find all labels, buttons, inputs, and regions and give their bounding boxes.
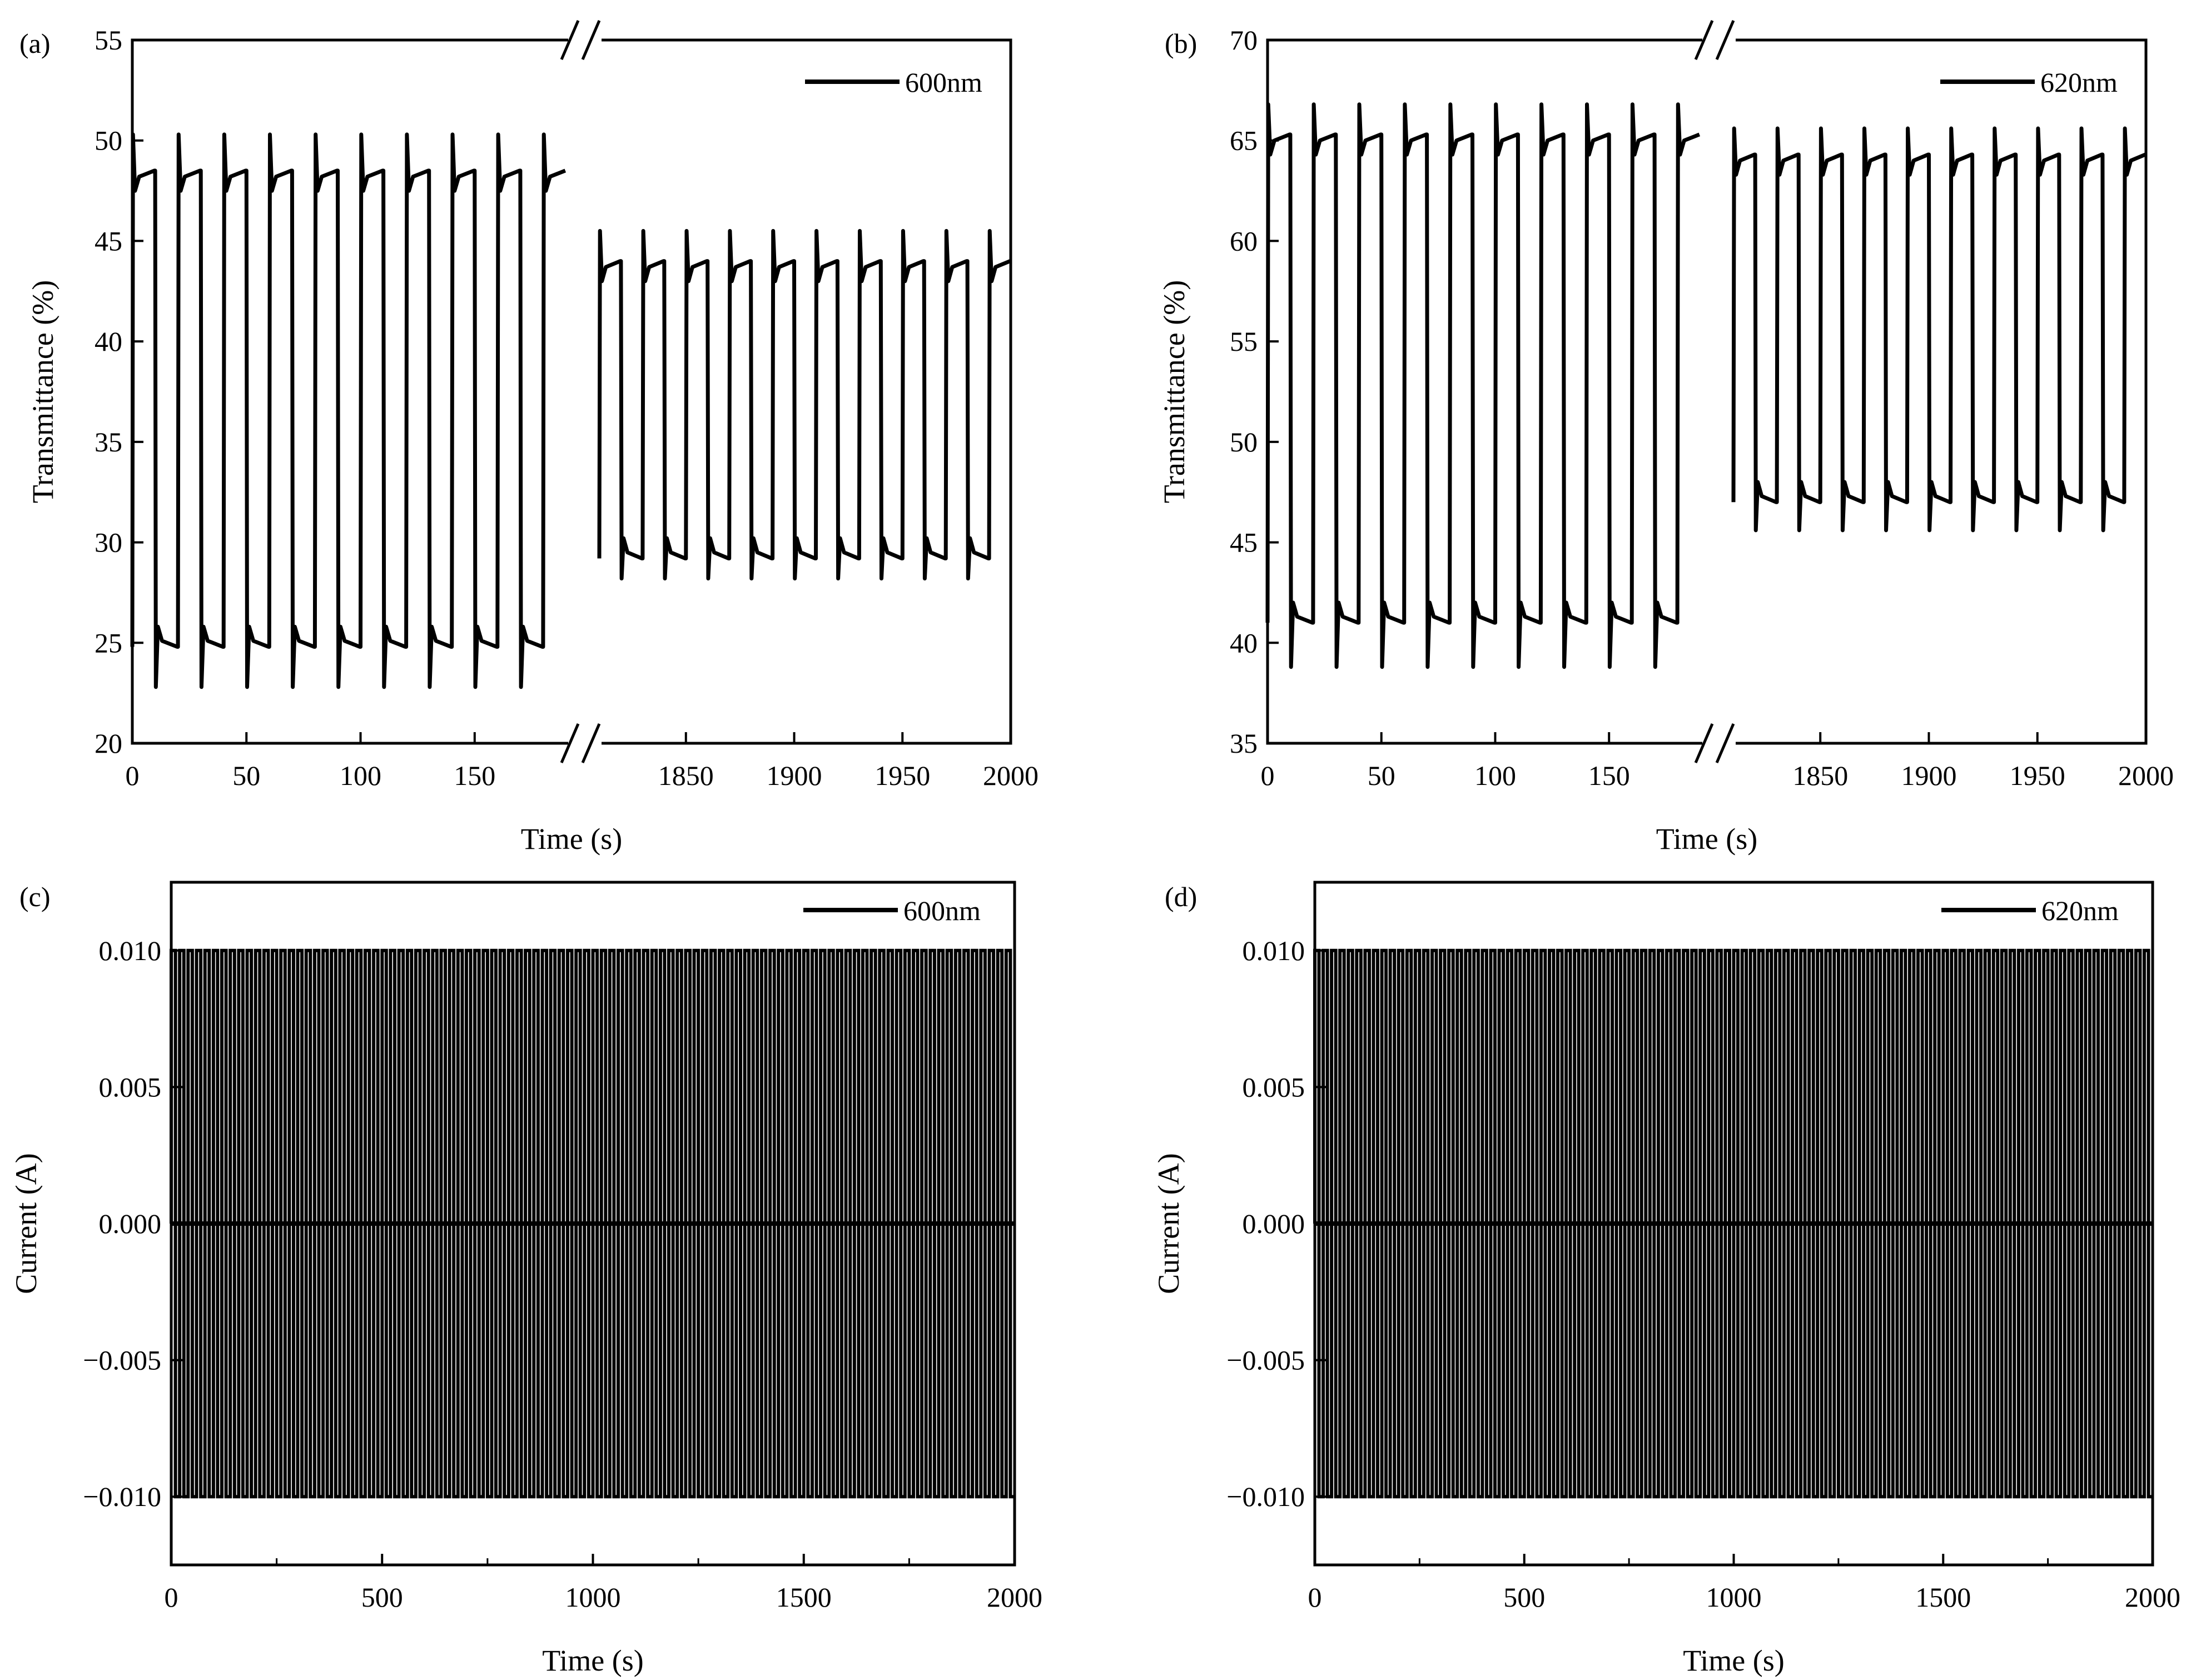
axis-break-mark [1715, 723, 1735, 763]
x-tick-label: 2000 [987, 1582, 1042, 1613]
plot-frame [131, 38, 1012, 745]
y-tick-label: 0.005 [1243, 1071, 1305, 1102]
chart-panel-c: (c) Time (s) Current (A) 0.010 0.005 0.000 −0.… [9, 881, 1042, 1677]
x-tick-label: 1500 [1915, 1582, 1971, 1613]
chart-panel-b: (b) Time (s) Transmittance (%) 35 40 45 50 55 60… [1157, 18, 2174, 856]
y-tick-label: −0.005 [1226, 1345, 1305, 1376]
panel-label: (c) [19, 881, 51, 912]
axis-break-mark [560, 723, 580, 763]
series-line-600nm-late [597, 228, 1011, 581]
x-tick-label: 150 [1588, 760, 1630, 791]
series-line-600nm [170, 948, 1015, 1499]
x-tick-label: 1950 [875, 760, 930, 791]
y-tick-label: −0.005 [83, 1345, 161, 1376]
y-tick-label: 55 [1230, 326, 1258, 357]
x-tick-label: 1850 [658, 760, 714, 791]
series-line-600nm-early [130, 132, 567, 689]
legend-label: 620nm [2040, 67, 2118, 98]
y-tick-label: 45 [1230, 527, 1258, 558]
x-axis-title: Time (s) [521, 822, 623, 856]
x-tick-label: 50 [1368, 760, 1395, 791]
y-tick-label: 70 [1230, 24, 1258, 56]
legend-label: 600nm [903, 895, 981, 926]
series-line-620nm-early [1265, 102, 1701, 669]
y-tick-label: 40 [1230, 627, 1258, 658]
x-tick-label: 2000 [2118, 760, 2174, 791]
y-tick-label: 0.000 [99, 1208, 162, 1239]
legend-label: 620nm [2041, 895, 2119, 926]
x-tick-label: 0 [165, 1582, 178, 1613]
y-tick-label: 60 [1230, 225, 1258, 256]
y-axis-title: Current (A) [9, 1153, 43, 1294]
x-tick-label: 0 [1308, 1582, 1322, 1613]
x-tick-label: 1950 [2010, 760, 2065, 791]
y-tick-label: −0.010 [1226, 1481, 1305, 1512]
chart-panel-d: (d) Time (s) Current (A) 0.010 0.005 0.000 −0.… [1152, 881, 2180, 1677]
x-tick-label: 1000 [565, 1582, 621, 1613]
axis-break-mark [560, 20, 580, 60]
x-tick-label: 500 [361, 1582, 403, 1613]
y-tick-label: 0.010 [1243, 935, 1305, 966]
y-tick-label: 0.005 [99, 1071, 162, 1102]
x-tick-label: 500 [1503, 1582, 1545, 1613]
legend-label: 600nm [905, 67, 982, 98]
y-tick-label: 0.000 [1243, 1208, 1305, 1239]
x-tick-label: 1900 [767, 760, 822, 791]
y-tick-label: 55 [95, 24, 122, 56]
x-tick-label: 1850 [1792, 760, 1848, 791]
panel-label: (a) [19, 28, 51, 59]
x-axis-title: Time (s) [1683, 1644, 1785, 1677]
x-axis-title: Time (s) [542, 1644, 644, 1677]
panel-label: (d) [1165, 881, 1197, 912]
x-tick-label: 0 [1261, 760, 1275, 791]
y-tick-label: 0.010 [99, 935, 162, 966]
axis-break-mark [581, 723, 601, 763]
x-tick-label: 50 [232, 760, 260, 791]
x-tick-label: 1900 [1901, 760, 1956, 791]
x-tick-label: 0 [126, 760, 140, 791]
x-tick-label: 100 [1474, 760, 1516, 791]
x-tick-label: 1500 [776, 1582, 832, 1613]
x-tick-label: 1000 [1706, 1582, 1762, 1613]
axis-break-mark [1715, 20, 1735, 60]
series-line-620nm [1313, 948, 2153, 1499]
y-axis-title: Transmittance (%) [1157, 280, 1191, 503]
axis-break-mark [1694, 20, 1714, 60]
y-tick-label: 35 [1230, 728, 1258, 759]
y-tick-label: 30 [95, 527, 122, 558]
y-axis-title: Transmittance (%) [26, 280, 59, 503]
x-tick-label: 100 [340, 760, 381, 791]
series-line-620nm-late [1731, 126, 2147, 533]
panel-label: (b) [1165, 28, 1197, 59]
y-tick-label: 20 [95, 728, 122, 759]
y-tick-label: 25 [95, 627, 122, 658]
x-tick-label: 150 [454, 760, 495, 791]
y-tick-label: 35 [95, 426, 122, 458]
y-tick-label: 65 [1230, 125, 1258, 156]
y-tick-label: −0.010 [83, 1481, 161, 1512]
x-tick-label: 2000 [2125, 1582, 2180, 1613]
axis-break-mark [581, 20, 601, 60]
y-tick-label: 45 [95, 225, 122, 256]
axis-break-mark [1694, 723, 1714, 763]
y-axis-title: Current (A) [1152, 1153, 1185, 1294]
y-tick-label: 50 [95, 125, 122, 156]
x-tick-label: 2000 [983, 760, 1039, 791]
x-axis-title: Time (s) [1656, 822, 1758, 856]
chart-panel-a: (a) Time (s) Transmittance (%) 20 25 30 35 40 45… [19, 18, 1039, 856]
y-tick-label: 40 [95, 326, 122, 357]
y-tick-label: 50 [1230, 426, 1258, 458]
